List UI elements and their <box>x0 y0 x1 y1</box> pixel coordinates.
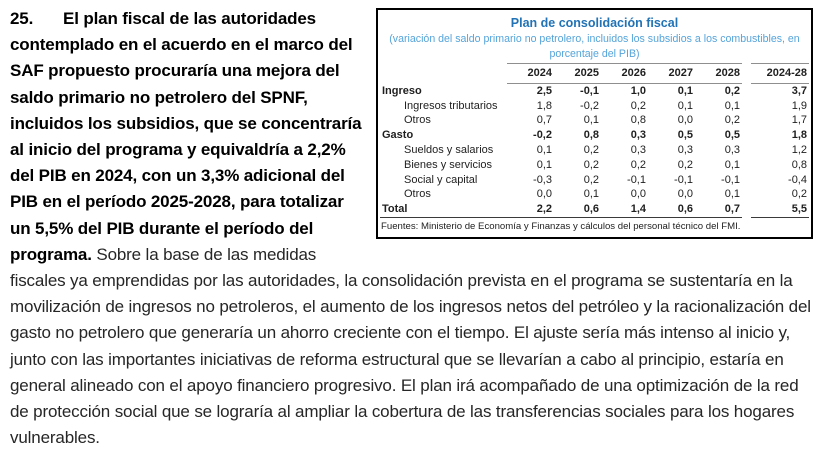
value-cell: 2,2 <box>507 202 554 218</box>
value-cell: 0,3 <box>630 143 646 156</box>
paragraph-number: 25. <box>10 9 34 28</box>
value-cell: 0,1 <box>724 158 740 171</box>
value-cell: 0,7 <box>536 114 552 127</box>
value-cell: 0,2 <box>583 173 599 186</box>
fiscal-consolidation-table: Plan de consolidación fiscal (variación … <box>376 8 813 239</box>
value-cell: 0,1 <box>583 114 599 127</box>
value-cell: 1,9 <box>791 99 807 112</box>
column-header: 2024 <box>507 63 554 84</box>
value-cell: 0,7 <box>695 202 742 218</box>
paragraph-25: 25. El plan fiscal de las autoridades con… <box>10 6 813 451</box>
table-title: Plan de consolidación fiscal <box>510 16 679 30</box>
paragraph-regular-text: Sobre la base de las medidas fiscales ya… <box>10 244 811 448</box>
table-source-note: Fuentes: Ministerio de Economía y Finanz… <box>381 220 741 232</box>
value-cell: 0,0 <box>677 188 693 201</box>
value-cell: 0,6 <box>554 202 601 218</box>
value-cell: 0,2 <box>677 158 693 171</box>
row-label: Bienes y servicios <box>404 158 493 171</box>
value-cell: 0,5 <box>724 129 740 142</box>
value-cell: -0,3 <box>533 173 552 186</box>
value-cell: 3,7 <box>791 84 807 97</box>
column-gap <box>742 128 751 143</box>
column-gap <box>742 113 751 128</box>
value-cell: 0,1 <box>583 188 599 201</box>
value-cell: 0,2 <box>630 158 646 171</box>
value-cell: 0,8 <box>630 114 646 127</box>
value-cell: 0,6 <box>648 202 695 218</box>
column-gap <box>742 187 751 202</box>
value-cell: -0,2 <box>580 99 599 112</box>
value-cell: 0,2 <box>724 114 740 127</box>
value-cell: 0,8 <box>583 129 599 142</box>
row-label: Ingreso <box>382 84 422 97</box>
value-cell: 0,1 <box>724 188 740 201</box>
row-label: Sueldos y salarios <box>404 143 494 156</box>
value-cell: 0,0 <box>536 188 552 201</box>
value-cell: 1,7 <box>791 114 807 127</box>
column-header: 2027 <box>648 63 695 84</box>
column-gap <box>742 203 751 218</box>
value-cell: 0,2 <box>583 158 599 171</box>
column-header: 2028 <box>695 63 742 84</box>
value-cell: 0,2 <box>583 143 599 156</box>
value-cell: 0,2 <box>724 84 740 97</box>
value-cell: 0,1 <box>536 143 552 156</box>
column-gap <box>742 158 751 173</box>
column-gap <box>742 99 751 114</box>
value-cell: 0,1 <box>724 99 740 112</box>
value-cell: -0,1 <box>674 173 693 186</box>
value-cell: 0,8 <box>791 158 807 171</box>
row-label: Otros <box>404 188 431 201</box>
value-cell: 0,1 <box>677 99 693 112</box>
column-header: 2026 <box>601 63 648 84</box>
value-cell: 0,3 <box>724 143 740 156</box>
column-gap <box>742 84 751 99</box>
value-cell: -0,4 <box>788 173 807 186</box>
column-gap <box>742 143 751 158</box>
value-cell: 0,3 <box>677 143 693 156</box>
value-cell: 1,0 <box>630 84 646 97</box>
column-gap <box>742 173 751 188</box>
value-cell: -0,1 <box>721 173 740 186</box>
value-cell: 0,5 <box>677 129 693 142</box>
column-header: 2024-28 <box>751 63 809 84</box>
value-cell: 0,0 <box>677 114 693 127</box>
value-cell: -0,2 <box>533 129 552 142</box>
row-label: Gasto <box>382 129 414 142</box>
value-cell: 5,5 <box>751 202 809 218</box>
row-label: Otros <box>404 114 431 127</box>
column-header: 2025 <box>554 63 601 84</box>
value-cell: 1,2 <box>791 143 807 156</box>
table-subtitle: (variación del saldo primario no petrole… <box>389 33 800 60</box>
value-cell: 1,8 <box>536 99 552 112</box>
value-cell: 0,1 <box>677 84 693 97</box>
row-label: Total <box>380 202 507 218</box>
value-cell: 2,5 <box>536 84 552 97</box>
value-cell: 1,8 <box>791 129 807 142</box>
column-gap <box>742 65 751 84</box>
header-spacer <box>380 65 507 84</box>
value-cell: 0,1 <box>536 158 552 171</box>
value-cell: -0,1 <box>580 84 599 97</box>
value-cell: 0,2 <box>630 99 646 112</box>
value-cell: 0,0 <box>630 188 646 201</box>
value-cell: 1,4 <box>601 202 648 218</box>
value-cell: -0,1 <box>627 173 646 186</box>
paragraph-bold-text: El plan fiscal de las autoridades contem… <box>10 9 362 264</box>
row-label: Social y capital <box>404 173 478 186</box>
table-grid: 2024 2025 2026 2027 2028 2024-28 Ingreso 2,5 -0,… <box>380 63 809 218</box>
row-label: Ingresos tributarios <box>404 99 498 112</box>
value-cell: 0,2 <box>791 188 807 201</box>
value-cell: 0,3 <box>630 129 646 142</box>
